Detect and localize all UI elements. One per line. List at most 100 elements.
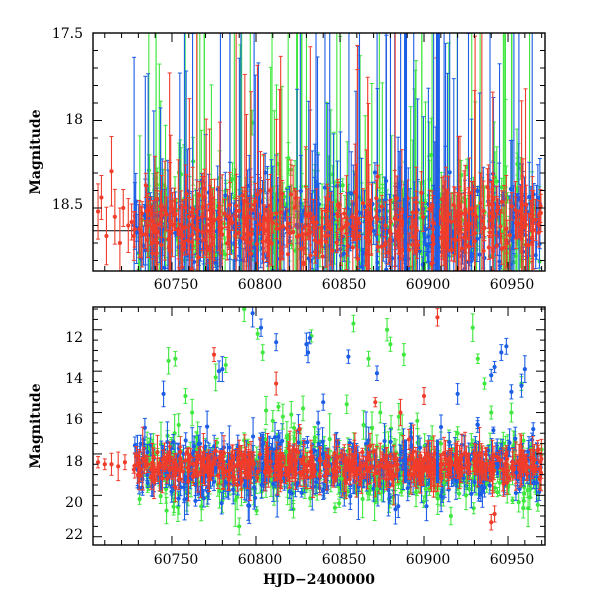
bottom-green-point (300, 395, 306, 422)
top-red-dense-point (523, 88, 528, 271)
top-red-dense-point (531, 190, 536, 270)
top-red-dense-point (255, 64, 260, 271)
bottom-x-tick-label-2: 60850 (322, 552, 367, 568)
top-red-dense-point (279, 245, 285, 261)
top-y-tick-label-2: 18.5 (52, 197, 83, 213)
bottom-y-tick-label-1: 14 (65, 371, 83, 387)
bottom-green-dense-point (516, 492, 521, 513)
top-red-dense-point (264, 207, 269, 233)
top-red-dense-point (367, 222, 372, 244)
bottom-green-point (289, 400, 294, 429)
top-blue-dense-point (477, 92, 482, 271)
top-red-dense-point (509, 192, 514, 221)
bottom-blue-dense-point (205, 410, 210, 443)
top-red-dense-point (237, 195, 242, 226)
bottom-green-point (475, 353, 480, 365)
bottom-green-point (173, 350, 178, 367)
top-red-dense-point (183, 198, 188, 256)
top-red-dense-point (345, 217, 350, 231)
top-red-dense-point (467, 157, 472, 229)
top-red-dense-point (217, 201, 222, 223)
top-red-dense-point (308, 46, 313, 271)
bottom-blue-point (161, 380, 166, 408)
top-blue-dense-point (384, 262, 389, 271)
bottom-green-point (366, 350, 371, 367)
bottom-green-point (378, 401, 383, 424)
bottom-green-point (351, 314, 356, 333)
top-y-axis-title: Magnitude (28, 109, 44, 194)
top-red-dense-point (157, 211, 162, 238)
top-red-dense-point (306, 224, 312, 241)
top-green-dense-point (414, 291, 418, 320)
top-red-dense-point (392, 169, 397, 268)
top-red-dense-point (184, 174, 189, 214)
top-red-point (112, 188, 117, 245)
bottom-green-dense-point (254, 506, 259, 516)
bottom-red-point (492, 505, 497, 523)
top-red-dense-point (153, 211, 158, 240)
bottom-blue-dense-point (182, 478, 187, 521)
top-red-dense-point (430, 228, 436, 252)
top-red-dense-point (369, 183, 374, 255)
top-red-dense-point (444, 189, 449, 271)
top-red-dense-point (379, 218, 384, 271)
top-red-dense-point (490, 212, 496, 271)
bottom-red-point (421, 386, 427, 405)
top-red-dense-point (354, 163, 359, 259)
bottom-green-dense-point (492, 482, 498, 493)
top-red-dense-point (167, 72, 172, 271)
top-red-dense-point (386, 240, 391, 265)
top-red-dense-point (150, 214, 155, 271)
top-red-dense-point (164, 196, 169, 232)
top-green-dense-point (204, 272, 208, 301)
bottom-blue-point (522, 355, 527, 383)
top-red-dense-point (274, 218, 279, 240)
top-red-dense-point (320, 209, 325, 271)
top-red-dense-point (236, 227, 242, 239)
top-red-dense-point (420, 202, 426, 232)
top-red-dense-point (339, 213, 344, 244)
top-red-dense-point (295, 190, 300, 271)
bottom-blue-dense-point (299, 487, 304, 498)
top-red-dense-point (486, 234, 491, 260)
top-red-dense-point (178, 190, 184, 271)
bottom-red-point (211, 347, 217, 363)
top-red-dense-point (375, 241, 380, 253)
bottom-y-tick-label-2: 16 (65, 412, 83, 428)
top-red-dense-point (225, 189, 230, 244)
top-green-dense-point (209, 84, 214, 271)
bottom-green-dense-point (471, 502, 476, 515)
top-red-dense-point (212, 178, 217, 262)
top-blue-dense-point (447, 33, 452, 271)
bottom-green-point (489, 405, 494, 420)
top-red-dense-point (363, 209, 368, 267)
bottom-green-point (470, 313, 475, 343)
top-red-dense-point (330, 201, 335, 271)
top-blue-dense-point (508, 140, 513, 238)
top-red-dense-point (241, 199, 246, 237)
bottom-green-dense-point (308, 489, 313, 507)
top-red-dense-point (494, 185, 500, 237)
top-red-dense-point (148, 196, 153, 246)
bottom-green-point (242, 307, 247, 323)
top-red-dense-point (360, 188, 366, 219)
top-red-dense-point (416, 240, 421, 250)
bottom-blue-dense-point (507, 428, 512, 458)
top-red-dense-point (499, 232, 504, 265)
bottom-blue-dense-point (142, 417, 147, 438)
top-red-dense-point (244, 113, 249, 271)
top-red-dense-point (277, 89, 282, 271)
bottom-green-dense-point (430, 425, 435, 450)
top-red-dense-point (449, 192, 454, 251)
top-blue-dense-point (475, 186, 480, 196)
top-red-dense-point (162, 160, 168, 261)
bottom-green-point (223, 356, 228, 373)
top-red-dense-point (323, 216, 329, 268)
bottom-red-point (116, 451, 121, 482)
top-red-dense-point (357, 231, 362, 241)
top-blue-dense-point (198, 274, 202, 282)
bottom-blue-point (316, 410, 321, 436)
top-red-dense-point (258, 151, 263, 231)
bottom-blue-point (509, 384, 514, 400)
top-y-tick-label-0: 17.5 (52, 26, 83, 42)
